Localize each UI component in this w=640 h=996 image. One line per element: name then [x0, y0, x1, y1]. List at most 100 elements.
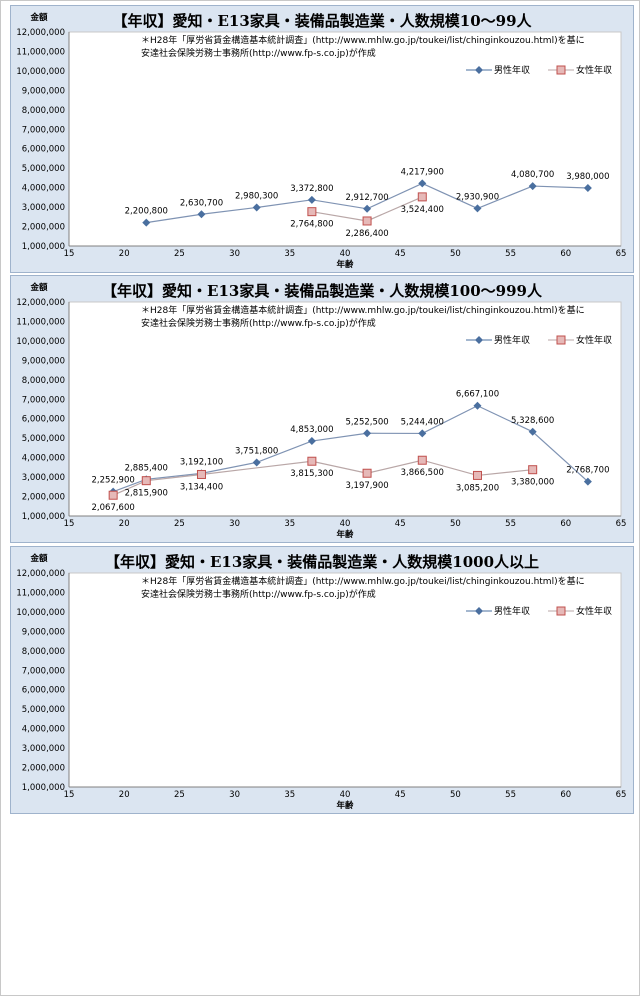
data-point-female: [141, 476, 151, 486]
chart-1-source-note-line1: ＊H28年「厚労省賃金構造基本統計調査」(http://www.mhlw.go.…: [141, 36, 585, 46]
data-point-male: [363, 429, 372, 438]
x-tick-label: 40: [340, 249, 351, 259]
y-tick-label: 3,000,000: [22, 203, 65, 213]
y-tick-label: 5,000,000: [22, 434, 65, 444]
data-label: 3,866,500: [401, 468, 444, 478]
x-tick-label: 55: [505, 790, 516, 800]
x-tick-label: 50: [450, 249, 461, 259]
data-label: 2,912,700: [345, 193, 388, 203]
y-tick-label: 7,000,000: [22, 395, 65, 405]
data-point-male: [363, 204, 372, 213]
chart-2-source-note-line1: ＊H28年「厚労省賃金構造基本統計調査」(http://www.mhlw.go.…: [141, 306, 585, 316]
y-tick-label: 10,000,000: [16, 337, 65, 347]
data-label: 5,328,600: [511, 416, 554, 426]
chart-panel-1: 1,000,000 2,000,000 3,000,000 4,000,000 5,00…: [10, 5, 634, 273]
legend-label-male: 男性年収: [494, 66, 531, 76]
chart-3-plot: 1,000,000 2,000,000 3,000,000 4,000,000 5,00…: [16, 553, 626, 811]
y-tick-label: 9,000,000: [22, 86, 65, 96]
x-tick-label: 60: [560, 249, 571, 259]
data-label: 3,085,200: [456, 483, 499, 493]
x-axis-title: 年齢: [336, 800, 354, 811]
y-tick-label: 8,000,000: [22, 647, 65, 657]
data-point-male: [528, 427, 537, 436]
data-label: 5,244,400: [401, 417, 444, 427]
chart-2-title: 【年収】愛知・E13家具・装備品製造業・人数規模100～999人: [102, 282, 542, 300]
data-point-male: [583, 477, 592, 486]
data-point-male: [418, 429, 427, 438]
x-tick-label: 25: [174, 519, 185, 529]
x-tick-label: 40: [340, 790, 351, 800]
chart-2-plot: 1,000,000 2,000,000 3,000,000 4,000,000 5,00…: [16, 282, 627, 540]
x-tick-label: 55: [505, 249, 516, 259]
x-tick-label: 15: [64, 249, 75, 259]
y-tick-label: 1,000,000: [22, 242, 65, 252]
x-tick-label: 15: [64, 519, 75, 529]
y-tick-label: 3,000,000: [22, 744, 65, 754]
x-tick-label: 45: [395, 519, 406, 529]
y-tick-label: 10,000,000: [16, 67, 65, 77]
chart-1-legend: 男性年収 女性年収: [466, 63, 612, 76]
legend-label-male: 男性年収: [494, 607, 531, 617]
legend-item-female: 女性年収: [548, 63, 612, 76]
diamond-marker-icon: [466, 335, 492, 344]
chart-3-source-note-line2: 安達社会保険労務士事務所(http://www.fp-s.co.jp)が作成: [141, 590, 376, 600]
data-point-male: [528, 182, 537, 191]
data-label: 2,885,400: [125, 463, 168, 473]
data-label: 3,380,000: [511, 478, 554, 488]
data-point-male: [418, 179, 427, 188]
plot-area: [68, 31, 622, 247]
y-tick-label: 12,000,000: [16, 28, 65, 38]
data-label: 5,252,500: [345, 417, 388, 427]
y-axis-title: 金額: [29, 282, 48, 293]
data-label: 6,667,100: [456, 390, 499, 400]
data-label: 2,252,900: [92, 476, 135, 486]
chart-3-legend: 男性年収 女性年収: [466, 604, 612, 617]
chart-1-source-note-line2: 安達社会保険労務士事務所(http://www.fp-s.co.jp)が作成: [141, 49, 376, 59]
y-tick-label: 10,000,000: [16, 608, 65, 618]
chart-2-legend: 男性年収 女性年収: [466, 333, 612, 346]
x-tick-label: 35: [284, 249, 295, 259]
x-tick-label: 50: [450, 519, 461, 529]
y-tick-label: 5,000,000: [22, 705, 65, 715]
x-tick-label: 30: [229, 519, 240, 529]
series-line: [112, 405, 589, 493]
data-point-female: [417, 192, 427, 202]
y-tick-label: 6,000,000: [22, 145, 65, 155]
x-tick-label: 65: [616, 519, 627, 529]
data-point-male: [583, 184, 592, 193]
data-point-male: [252, 458, 261, 467]
y-tick-label: 8,000,000: [22, 106, 65, 116]
series-line: [112, 459, 533, 496]
data-label: 2,815,900: [125, 489, 168, 499]
square-marker-icon: [548, 335, 575, 344]
data-label: 3,134,400: [180, 482, 223, 492]
y-tick-label: 1,000,000: [22, 512, 65, 522]
data-point-male: [142, 218, 151, 227]
chart-3-source-note-line1: ＊H28年「厚労省賃金構造基本統計調査」(http://www.mhlw.go.…: [141, 577, 585, 587]
data-label: 3,192,100: [180, 457, 223, 467]
diamond-marker-icon: [466, 606, 492, 615]
data-label: 3,980,000: [566, 172, 609, 182]
x-tick-label: 20: [119, 249, 130, 259]
data-label: 4,080,700: [511, 170, 554, 180]
y-tick-label: 4,000,000: [22, 184, 65, 194]
y-tick-label: 4,000,000: [22, 454, 65, 464]
data-label: 2,067,600: [92, 503, 135, 513]
data-point-female: [307, 207, 317, 217]
y-tick-label: 7,000,000: [22, 125, 65, 135]
legend-item-male: 男性年収: [466, 333, 530, 346]
data-point-female: [196, 469, 206, 479]
x-tick-label: 25: [174, 790, 185, 800]
x-tick-label: 65: [616, 249, 627, 259]
x-tick-label: 55: [505, 519, 516, 529]
data-label: 3,372,800: [290, 184, 333, 194]
square-marker-icon: [548, 65, 575, 74]
data-label: 4,853,000: [290, 425, 333, 435]
x-tick-label: 20: [119, 519, 130, 529]
y-tick-label: 1,000,000: [22, 783, 65, 793]
data-label: 2,980,300: [235, 191, 278, 201]
x-tick-label: 40: [340, 519, 351, 529]
x-axis-title: 年齢: [336, 529, 354, 540]
data-label: 2,286,400: [345, 229, 388, 239]
y-tick-label: 9,000,000: [22, 356, 65, 366]
